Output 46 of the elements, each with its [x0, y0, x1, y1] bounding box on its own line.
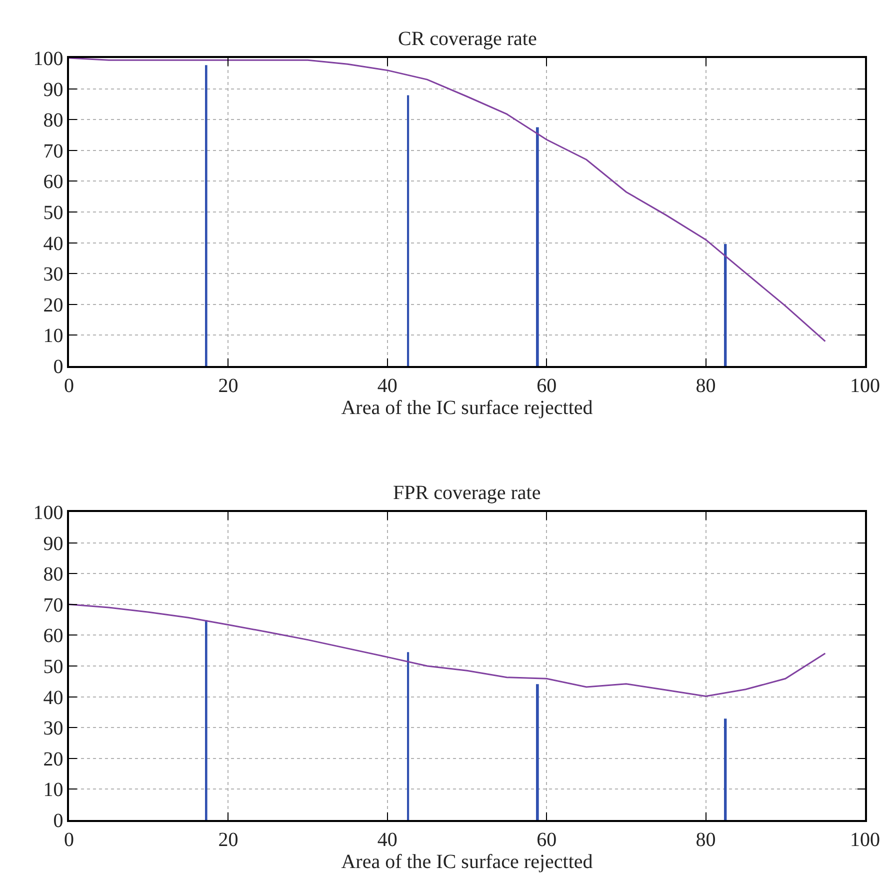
y-tick-label: 20	[43, 748, 64, 770]
y-tick-label: 10	[43, 325, 64, 348]
bar	[724, 244, 727, 366]
y-tick-label: 0	[53, 810, 64, 832]
y-tick-label: 100	[33, 48, 64, 70]
x-tick-label: 20	[218, 828, 238, 851]
bar	[407, 95, 410, 366]
x-tick-label: 80	[696, 374, 716, 397]
y-tick-label: 40	[43, 232, 64, 255]
line-series	[69, 604, 826, 697]
y-tick-label: 30	[43, 264, 64, 286]
y-tick-label: 70	[43, 140, 64, 162]
bar	[205, 620, 208, 820]
x-tick-label: 100	[850, 374, 880, 397]
bar	[536, 127, 539, 366]
y-tick-label: 70	[43, 594, 64, 616]
x-axis-title: Area of the IC surface rejectted	[341, 396, 593, 419]
x-tick-label: 20	[218, 374, 238, 397]
bar	[205, 65, 208, 366]
x-tick-label: 60	[536, 374, 557, 397]
y-tick-label: 30	[43, 718, 64, 740]
bar	[536, 684, 539, 820]
y-tick-label: 10	[43, 779, 64, 802]
y-tick-label: 0	[53, 356, 64, 378]
y-tick-label: 60	[43, 171, 64, 194]
x-tick-label: 80	[696, 828, 716, 851]
y-tick-label: 40	[43, 686, 64, 709]
y-tick-label: 50	[43, 202, 64, 224]
bar	[407, 652, 410, 820]
x-tick-label: 40	[377, 374, 398, 397]
y-tick-label: 80	[43, 110, 64, 132]
y-tick-label: 90	[43, 78, 64, 101]
x-tick-label: 100	[850, 828, 880, 851]
chart-title: CR coverage rate	[398, 28, 537, 50]
line-series	[69, 58, 826, 342]
x-axis-title: Area of the IC surface rejectted	[341, 850, 593, 873]
x-tick-label: 60	[536, 828, 557, 851]
x-tick-label: 40	[377, 828, 398, 851]
y-tick-label: 20	[43, 294, 64, 316]
y-tick-label: 90	[43, 532, 64, 555]
chart-title: FPR coverage rate	[393, 482, 541, 504]
y-tick-label: 50	[43, 656, 64, 678]
bar	[724, 718, 727, 820]
y-tick-label: 60	[43, 625, 64, 648]
y-tick-label: 80	[43, 564, 64, 586]
y-tick-label: 100	[33, 502, 64, 524]
